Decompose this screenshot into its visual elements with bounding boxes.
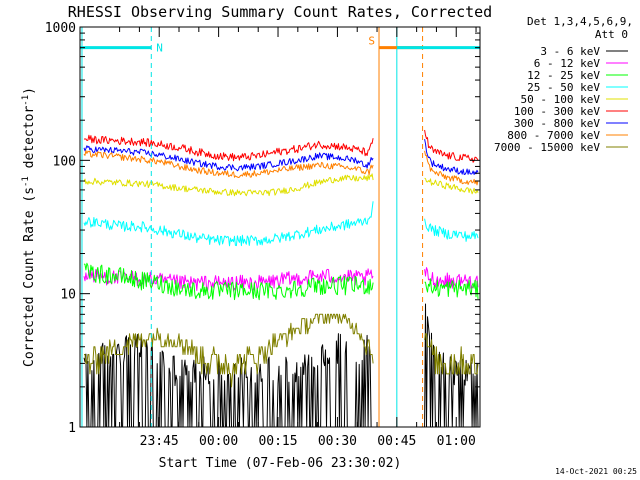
state-label-s: S [368, 35, 375, 48]
legend-label: 3 - 6 keV [540, 45, 600, 58]
series-line-800-7000-kev [83, 150, 479, 186]
y-tick-label: 1000 [45, 21, 76, 36]
y-tick-label: 1 [68, 421, 76, 436]
legend-label: 300 - 800 keV [514, 117, 600, 130]
series-line-100-300-kev [83, 129, 479, 163]
series-line-7000-15000-kev [84, 313, 479, 388]
x-axis-label: Start Time (07-Feb-06 23:30:02) [159, 456, 402, 471]
generation-timestamp: 14-Oct-2021 00:25 [555, 467, 637, 476]
series-line-12-25-kev [83, 262, 479, 301]
x-tick-label: 00:15 [258, 434, 297, 449]
legend-label: 6 - 12 keV [534, 57, 601, 70]
x-tick-label: 23:45 [140, 434, 179, 449]
y-tick-label: 10 [60, 288, 76, 303]
series-line-300-800-kev [83, 139, 479, 175]
axis-layer: 23:45 00:00 00:15 00:30 00:45 01:00 1 10 100 1000 [45, 21, 480, 449]
x-tick-label: 00:45 [377, 434, 416, 449]
legend-header-line-1: Det 1,3,4,5,6,9, [527, 15, 633, 28]
x-tick-label: 01:00 [437, 434, 476, 449]
y-tick-label: 100 [53, 154, 76, 169]
legend-label: 100 - 300 keV [514, 105, 600, 118]
legend-label: 12 - 25 keV [527, 69, 600, 82]
legend-label: 800 - 7000 keV [507, 129, 600, 142]
y-axis-label: Corrected Count Rate (s-1 detector-1) [21, 87, 37, 367]
state-label-n: N [156, 42, 163, 55]
x-tick-label: 00:00 [199, 434, 238, 449]
series-layer [83, 129, 479, 428]
y-axis-label-sup-2: -1 [21, 95, 31, 106]
plot-frame [79, 26, 481, 428]
chart-title: RHESSI Observing Summary Count Rates, Co… [68, 3, 492, 21]
legend-label: 25 - 50 keV [527, 81, 600, 94]
legend-header-line-2: Att 0 [595, 28, 628, 41]
legend-label: 7000 - 15000 keV [494, 141, 600, 154]
series-line-25-50-kev [83, 201, 479, 247]
series-line-50-100-kev [83, 173, 479, 197]
legend-label: 50 - 100 keV [521, 93, 601, 106]
x-tick-label: 00:30 [318, 434, 357, 449]
